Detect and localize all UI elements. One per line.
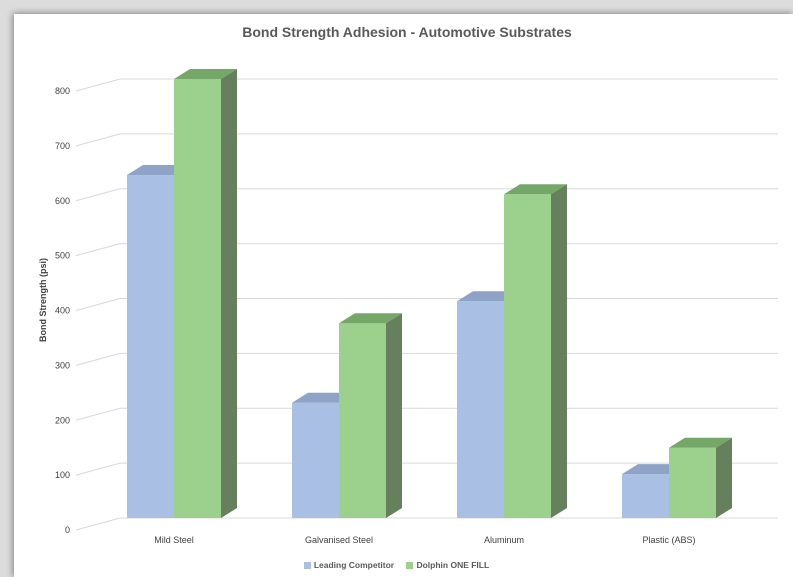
y-tick-labels: 0 100 200 300 400 500 600 700 800 (55, 86, 70, 535)
category-labels: Mild Steel Galvanised Steel Aluminum Plasti… (154, 535, 695, 545)
bars (127, 69, 732, 519)
legend-label: Dolphin ONE FILL (416, 560, 490, 570)
y-tick-label: 700 (55, 141, 70, 151)
y-tick-label: 200 (55, 415, 70, 425)
category-label: Aluminum (484, 535, 524, 545)
category-label: Mild Steel (154, 535, 194, 545)
bar (339, 313, 402, 518)
y-axis-label: Bond Strength (psi) (38, 258, 48, 342)
chart-title: Bond Strength Adhesion - Automotive Subs… (242, 24, 572, 40)
y-tick-label: 500 (55, 251, 70, 261)
bar (174, 69, 237, 518)
y-tick-label: 600 (55, 196, 70, 206)
legend-item-dolphin: Dolphin ONE FILL (406, 560, 489, 570)
legend-item-competitor: Leading Competitor (303, 560, 395, 570)
y-tick-label: 400 (55, 306, 70, 316)
legend-swatch (303, 562, 311, 569)
category-label: Plastic (ABS) (642, 535, 695, 545)
bar (457, 291, 520, 518)
y-tick-label: 300 (55, 360, 70, 370)
legend-label: Leading Competitor (313, 560, 395, 570)
bar (292, 392, 355, 518)
y-tick-label: 800 (55, 86, 70, 96)
y-tick-label: 100 (55, 470, 70, 480)
category-label: Galvanised Steel (305, 535, 373, 545)
bar (504, 184, 567, 519)
gridline (75, 517, 778, 531)
legend-swatch (406, 562, 414, 569)
bar (669, 437, 732, 518)
y-tick-label: 0 (65, 525, 70, 535)
bar (127, 165, 190, 518)
legend: Leading Competitor Dolphin ONE FILL (0, 560, 793, 570)
